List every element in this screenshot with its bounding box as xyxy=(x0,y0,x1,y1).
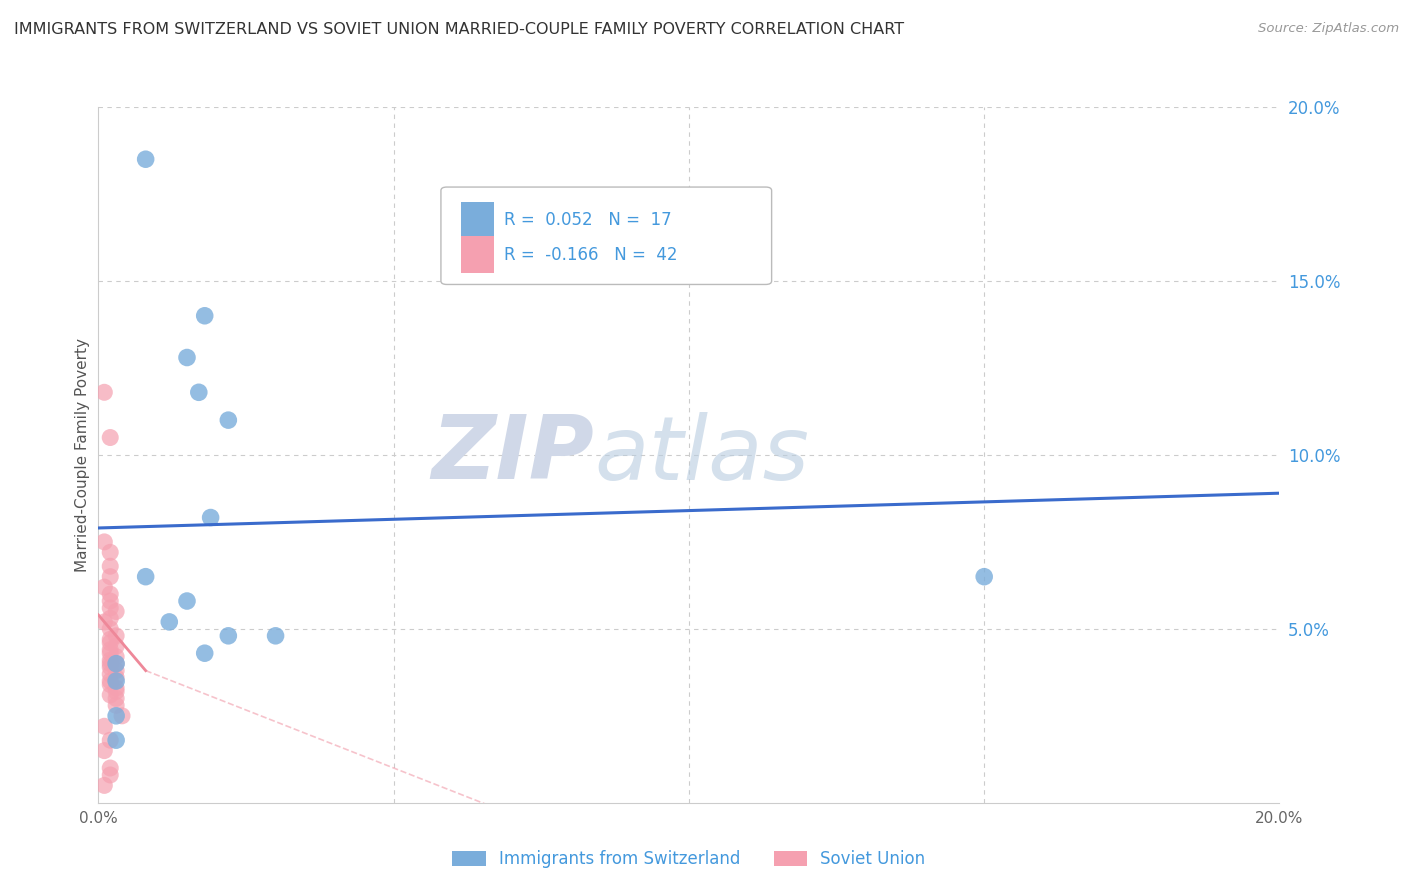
Point xyxy=(98,601,121,615)
Point xyxy=(98,688,121,702)
Point xyxy=(105,657,128,671)
Point xyxy=(187,385,209,400)
Point xyxy=(98,768,121,782)
Text: R =  0.052   N =  17: R = 0.052 N = 17 xyxy=(503,211,671,228)
Point xyxy=(194,309,217,323)
Point xyxy=(93,385,115,400)
Point xyxy=(98,622,121,636)
Point xyxy=(98,632,121,647)
Point xyxy=(98,677,121,691)
Text: Source: ZipAtlas.com: Source: ZipAtlas.com xyxy=(1258,22,1399,36)
Point xyxy=(98,653,121,667)
Point xyxy=(105,649,128,664)
Point xyxy=(105,671,128,685)
Point xyxy=(98,545,121,559)
Point xyxy=(105,733,128,747)
Point xyxy=(93,580,115,594)
Point xyxy=(135,152,157,166)
Point xyxy=(93,778,115,792)
Point xyxy=(200,510,222,524)
Point xyxy=(973,570,995,584)
Point xyxy=(105,657,128,671)
Point xyxy=(98,611,121,625)
Point xyxy=(135,570,157,584)
Point xyxy=(176,351,198,365)
Y-axis label: Married-Couple Family Poverty: Married-Couple Family Poverty xyxy=(75,338,90,572)
Point xyxy=(194,646,217,660)
Text: ZIP: ZIP xyxy=(432,411,595,499)
Text: IMMIGRANTS FROM SWITZERLAND VS SOVIET UNION MARRIED-COUPLE FAMILY POVERTY CORREL: IMMIGRANTS FROM SWITZERLAND VS SOVIET UN… xyxy=(14,22,904,37)
Point xyxy=(98,587,121,601)
Point xyxy=(217,413,239,427)
Point xyxy=(105,681,128,695)
Point xyxy=(105,691,128,706)
Point xyxy=(98,642,121,657)
Point xyxy=(105,684,128,698)
Point xyxy=(98,431,121,445)
Point xyxy=(98,570,121,584)
Point xyxy=(105,708,128,723)
Point xyxy=(105,698,128,713)
Point xyxy=(105,639,128,653)
Point xyxy=(98,674,121,689)
Point xyxy=(93,744,115,758)
FancyBboxPatch shape xyxy=(461,202,494,238)
Point xyxy=(98,733,121,747)
Point xyxy=(98,657,121,671)
Text: atlas: atlas xyxy=(595,412,810,498)
Point xyxy=(98,667,121,681)
Point xyxy=(93,719,115,733)
Point xyxy=(105,664,128,678)
Point xyxy=(111,708,134,723)
Point xyxy=(176,594,198,608)
Text: R =  -0.166   N =  42: R = -0.166 N = 42 xyxy=(503,245,678,263)
Point xyxy=(93,615,115,629)
Point xyxy=(264,629,287,643)
FancyBboxPatch shape xyxy=(461,236,494,273)
Point xyxy=(217,629,239,643)
Point xyxy=(98,761,121,775)
Point xyxy=(105,629,128,643)
Point xyxy=(93,534,115,549)
Point xyxy=(98,559,121,574)
Point xyxy=(98,660,121,674)
Legend: Immigrants from Switzerland, Soviet Union: Immigrants from Switzerland, Soviet Unio… xyxy=(446,843,932,874)
Point xyxy=(157,615,180,629)
Point xyxy=(98,636,121,650)
Point xyxy=(105,605,128,619)
Point xyxy=(105,674,128,689)
FancyBboxPatch shape xyxy=(441,187,772,285)
Point xyxy=(98,594,121,608)
Point xyxy=(98,646,121,660)
